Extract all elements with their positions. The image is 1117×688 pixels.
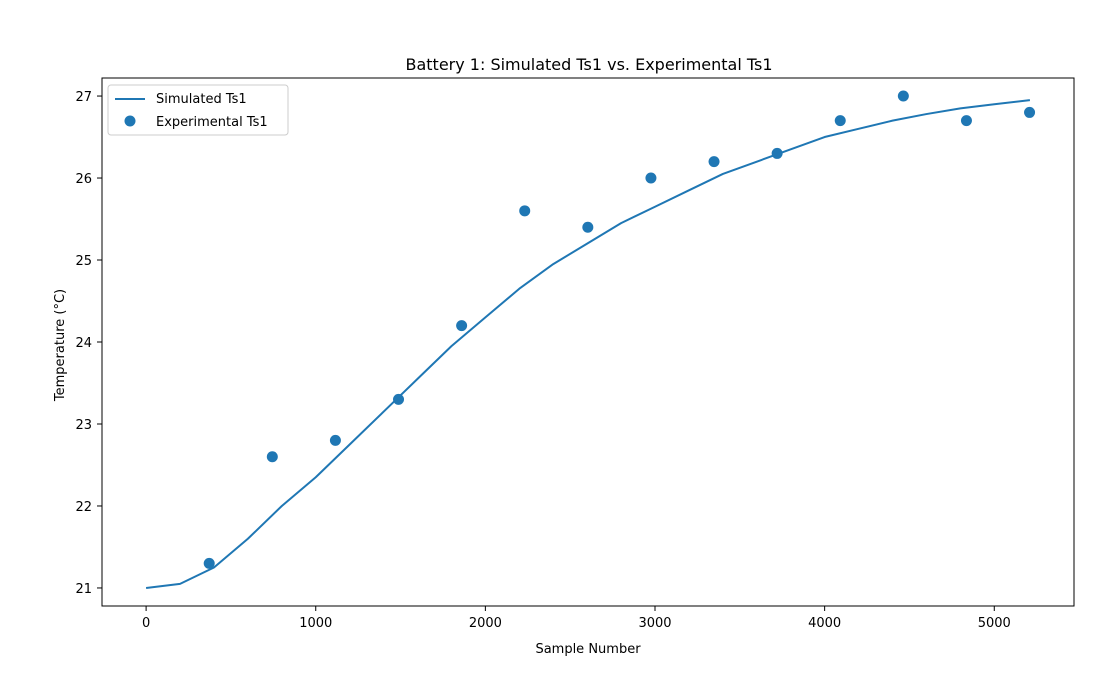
- plot-area: [145, 90, 1036, 589]
- x-tick-label: 4000: [808, 616, 841, 631]
- chart-title: Battery 1: Simulated Ts1 vs. Experimenta…: [405, 55, 772, 74]
- experimental-ts1-point: [645, 172, 657, 184]
- experimental-ts1-point: [834, 115, 846, 127]
- experimental-ts1-point: [1024, 106, 1036, 118]
- experimental-ts1-point: [266, 451, 278, 463]
- legend-label-simulated: Simulated Ts1: [156, 92, 247, 107]
- experimental-ts1-point: [203, 557, 215, 569]
- simulated-ts1-line: [145, 99, 1031, 589]
- legend-label-experimental: Experimental Ts1: [156, 115, 268, 130]
- x-tick-label: 2000: [469, 616, 502, 631]
- experimental-ts1-point: [456, 320, 468, 332]
- x-tick-label: 0: [142, 616, 150, 631]
- experimental-ts1-point: [771, 147, 783, 159]
- y-tick-label: 21: [75, 582, 92, 597]
- experimental-ts1-point: [708, 156, 720, 168]
- y-axis-label: Temperature (°C): [53, 289, 68, 402]
- x-tick-label: 3000: [638, 616, 671, 631]
- y-tick-label: 22: [75, 500, 92, 515]
- experimental-ts1-point: [393, 393, 405, 405]
- experimental-ts1-point: [582, 221, 594, 233]
- y-tick-label: 25: [75, 254, 92, 269]
- experimental-ts1-point: [960, 115, 972, 127]
- legend-box: [107, 84, 289, 136]
- axes-frame: [101, 77, 1075, 607]
- x-axis-label: Sample Number: [535, 642, 641, 657]
- y-tick-label: 24: [75, 336, 92, 351]
- y-tick-label: 26: [75, 172, 92, 187]
- y-tick-label: 23: [75, 418, 92, 433]
- legend-dot-marker: [124, 115, 136, 127]
- x-tick-label: 1000: [299, 616, 332, 631]
- legend: Simulated Ts1 Experimental Ts1: [107, 84, 289, 136]
- experimental-ts1-point: [897, 90, 909, 102]
- experimental-ts1-point: [519, 205, 531, 217]
- x-tick-label: 5000: [978, 616, 1011, 631]
- experimental-ts1-point: [329, 434, 341, 446]
- y-tick-label: 27: [75, 90, 92, 105]
- axis-ticks: 0 1000 2000 3000 4000 5000 21 22 23 24 25 26 27: [75, 90, 1010, 631]
